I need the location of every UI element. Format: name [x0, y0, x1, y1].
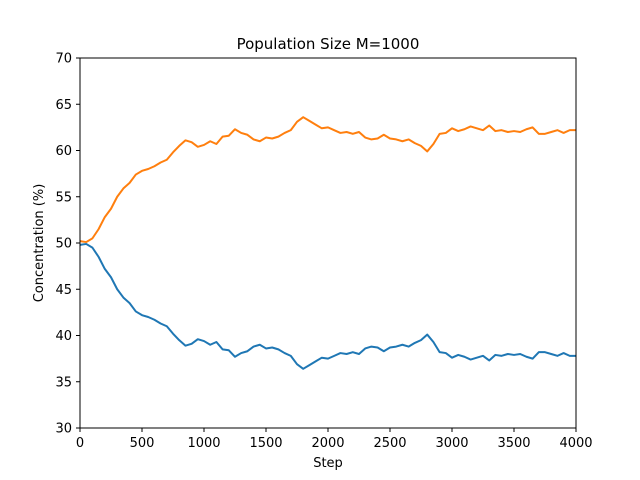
- x-tick-label: 3500: [497, 436, 530, 451]
- x-tick-label: 2500: [373, 436, 406, 451]
- y-tick-label: 65: [55, 98, 72, 113]
- y-tick-label: 55: [55, 190, 72, 205]
- chart-title: Population Size M=1000: [237, 35, 420, 53]
- y-tick-label: 70: [55, 52, 72, 67]
- x-tick-label: 3000: [435, 436, 468, 451]
- y-tick-label: 40: [55, 329, 72, 344]
- y-tick-label: 50: [55, 237, 72, 252]
- x-tick-label: 0: [76, 436, 84, 451]
- x-tick-label: 1000: [187, 436, 220, 451]
- y-tick-label: 30: [55, 422, 72, 437]
- x-tick-label: 1500: [249, 436, 282, 451]
- x-tick-label: 500: [130, 436, 155, 451]
- series-line-1: [79, 242, 576, 370]
- y-tick-label: 35: [55, 375, 72, 390]
- plot-frame: [79, 57, 577, 429]
- y-axis: 30 35 40 45 50 55 60 65 70: [55, 52, 80, 437]
- x-tick-label: 4000: [559, 436, 592, 451]
- y-tick-label: 60: [55, 144, 72, 159]
- y-tick-label: 45: [55, 283, 72, 298]
- series-line-2: [79, 116, 576, 244]
- x-axis-label: Step: [313, 456, 343, 471]
- x-tick-label: 2000: [311, 436, 344, 451]
- y-axis-label: Concentration (%): [32, 184, 47, 303]
- x-axis: 0 500 1000 1500 2000 2500 3000 3500 4000: [76, 428, 593, 451]
- series-layer: [79, 116, 576, 370]
